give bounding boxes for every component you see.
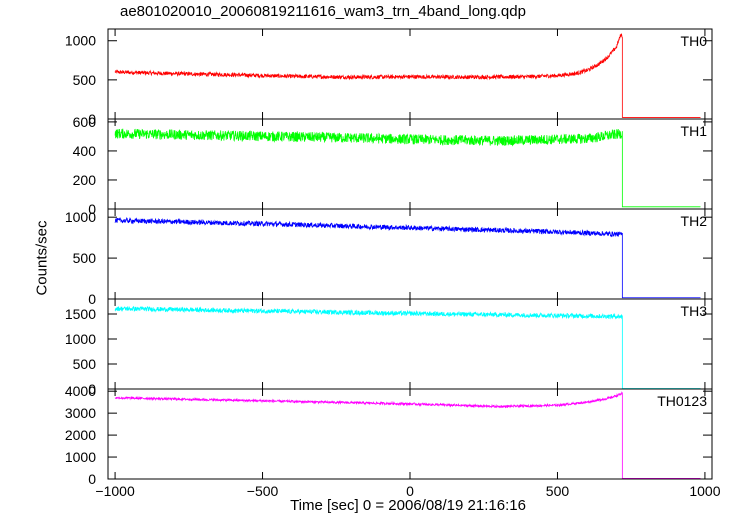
y-tick-label-th2: 0 [88, 291, 96, 307]
y-tick-label-th3: 1000 [65, 331, 96, 347]
series-th0123-line [114, 391, 701, 479]
y-tick-label-th0123: 4000 [65, 383, 96, 399]
series-th3-line [114, 305, 701, 389]
x-tick-label: −1000 [95, 483, 135, 499]
y-tick-label-th2: 500 [73, 250, 97, 266]
y-tick-label-th3: 1500 [65, 306, 96, 322]
chart-title: ae801020010_20060819211616_wam3_trn_4ban… [120, 3, 526, 20]
y-tick-label-th3: 0 [88, 381, 96, 397]
y-tick-label-th0: 500 [73, 72, 97, 88]
y-tick-label-th1: 200 [73, 172, 97, 188]
panel-label-th0123: TH0123 [657, 393, 707, 409]
y-tick-label-th3: 500 [73, 356, 97, 372]
y-tick-label-th1: 400 [73, 143, 97, 159]
panel-label-th0: TH0 [681, 33, 708, 49]
series-th1-line [114, 128, 701, 208]
panel-label-th2: TH2 [681, 213, 708, 229]
series-th2-line [114, 216, 701, 299]
y-tick-label-th0123: 2000 [65, 427, 96, 443]
y-tick-label-th0123: 0 [88, 471, 96, 487]
y-tick-label-th2: 1000 [65, 209, 96, 225]
series-th0-line [114, 33, 701, 118]
x-tick-label: 0 [406, 483, 414, 499]
x-tick-label: 500 [546, 483, 570, 499]
y-tick-label-th0: 1000 [65, 33, 96, 49]
y-tick-label-th1: 0 [88, 201, 96, 217]
x-axis-label: Time [sec] 0 = 2006/08/19 21:16:16 [290, 497, 526, 514]
panel-label-th3: TH3 [681, 303, 708, 319]
y-tick-label-th1: 600 [73, 114, 97, 130]
x-tick-label: −500 [247, 483, 279, 499]
y-tick-label-th0123: 3000 [65, 405, 96, 421]
panel-label-th1: TH1 [681, 123, 708, 139]
y-tick-label-th0: 0 [88, 111, 96, 127]
y-tick-label-th0123: 1000 [65, 449, 96, 465]
x-tick-label: 1000 [689, 483, 720, 499]
